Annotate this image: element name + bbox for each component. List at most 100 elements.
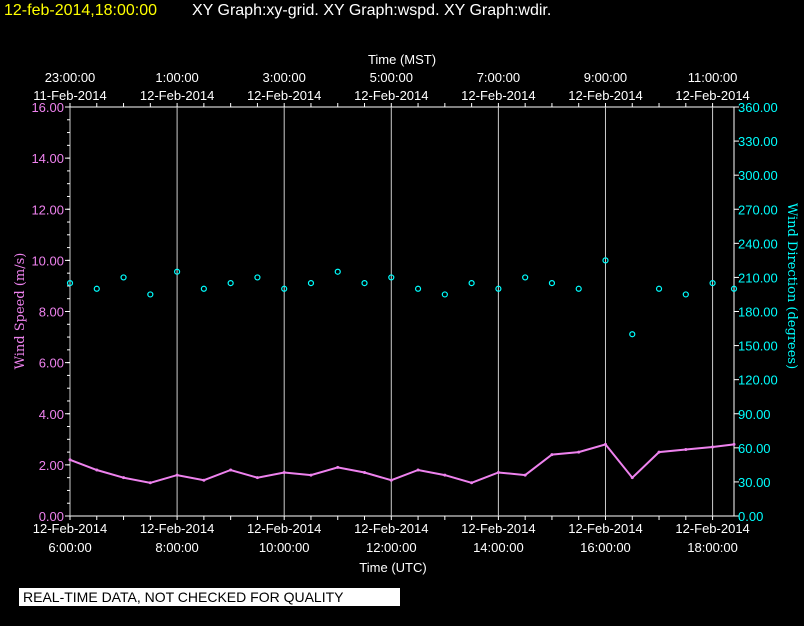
wind-speed-point (711, 445, 715, 449)
top-tick-time: 3:00:00 (263, 70, 306, 85)
top-tick-time: 23:00:00 (45, 70, 96, 85)
plot-frame (69, 106, 735, 517)
y-right-tick-label: 90.00 (738, 407, 771, 422)
wind-speed-point (443, 473, 447, 477)
y-right-tick-label: 150.00 (738, 339, 778, 354)
y-left-tick-label: 16.00 (31, 100, 64, 115)
wind-direction-point (200, 285, 207, 292)
bottom-tick-time: 6:00:00 (48, 540, 91, 555)
wind-direction-point (682, 291, 689, 298)
wind-speed-point (523, 473, 527, 477)
top-tick-date: 11-Feb-2014 (33, 88, 106, 103)
top-tick-date: 12-Feb-2014 (140, 88, 214, 103)
left-axis-title: Wind Speed (m/s) (13, 253, 28, 370)
top-tick-time: 5:00:00 (370, 70, 413, 85)
wind-speed-point (363, 471, 367, 475)
y-right-tick-label: 360.00 (738, 100, 778, 115)
wind-speed-point (175, 473, 179, 477)
wind-direction-point (66, 279, 74, 287)
wind-direction-point (575, 285, 582, 292)
bottom-tick-date: 12-Feb-2014 (568, 521, 642, 536)
y-left-tick-label: 2.00 (39, 458, 64, 473)
y-right-tick-label: 330.00 (738, 134, 778, 149)
y-right-tick-label: 0.00 (738, 509, 763, 524)
wind-direction-point (414, 285, 422, 292)
y-right-tick-label: 120.00 (738, 373, 778, 388)
wind-speed-point (122, 476, 126, 480)
top-tick-date: 12-Feb-2014 (354, 88, 428, 103)
wind-speed-point (496, 471, 500, 475)
top-axis-title: Time (MST) (368, 52, 436, 67)
quality-disclaimer: REAL-TIME DATA, NOT CHECKED FOR QUALITY (19, 588, 400, 606)
bottom-tick-time: 18:00:00 (687, 540, 738, 555)
y-left-tick-label: 8.00 (39, 305, 64, 320)
wind-speed-point (282, 471, 286, 475)
y-left-tick-label: 6.00 (39, 356, 64, 371)
header-graph-names: XY Graph:xy-grid. XY Graph:wspd. XY Grap… (192, 2, 552, 19)
top-tick-date: 12-Feb-2014 (675, 88, 749, 103)
right-axis-title: Wind Direction (degrees) (784, 203, 799, 369)
top-tick-date: 12-Feb-2014 (568, 88, 642, 103)
wind-speed-point (148, 481, 152, 485)
y-right-tick-label: 240.00 (738, 236, 778, 251)
top-tick-time: 1:00:00 (155, 70, 198, 85)
wind-direction-point (548, 279, 556, 287)
wind-speed-point (336, 465, 340, 469)
bottom-tick-date: 12-Feb-2014 (675, 521, 749, 536)
bottom-tick-time: 10:00:00 (259, 540, 310, 555)
y-left-tick-label: 0.00 (39, 509, 64, 524)
wind-speed-point (229, 468, 233, 472)
wind-speed-point (202, 478, 206, 482)
header-timestamp: 12-feb-2014,18:00:00 (4, 2, 158, 19)
y-left-tick-label: 12.00 (31, 202, 64, 217)
y-left-tick-label: 4.00 (39, 407, 64, 422)
bottom-tick-date: 12-Feb-2014 (354, 521, 428, 536)
wind-direction-point (93, 285, 100, 292)
bottom-tick-date: 12-Feb-2014 (461, 521, 535, 536)
wind-direction-point (361, 279, 368, 287)
top-tick-date: 12-Feb-2014 (247, 88, 321, 103)
wind-speed-point (732, 442, 736, 446)
wind-direction-point (388, 274, 395, 281)
wind-direction-point (254, 274, 261, 281)
y-right-tick-label: 60.00 (738, 441, 771, 456)
wind-direction-point (495, 285, 502, 292)
wind-direction-point (730, 285, 738, 292)
wind-direction-point (227, 279, 234, 287)
y-right-tick-label: 300.00 (738, 168, 778, 183)
y-right-tick-label: 210.00 (738, 270, 778, 285)
wind-direction-point (307, 279, 315, 287)
wind-direction-point (120, 274, 127, 281)
bottom-tick-time: 12:00:00 (366, 540, 417, 555)
wind-speed-point (550, 453, 554, 457)
y-left-tick-label: 10.00 (31, 253, 64, 268)
wind-speed-point (389, 478, 393, 482)
wind-direction-point (441, 291, 448, 298)
y-right-tick-label: 30.00 (738, 475, 771, 490)
y-right-tick-label: 270.00 (738, 202, 778, 217)
wind-speed-point (603, 442, 607, 446)
wind-direction-point (709, 279, 716, 287)
wind-direction-point (147, 291, 154, 298)
bottom-axis-title: Time (UTC) (359, 560, 426, 575)
bottom-tick-date: 12-Feb-2014 (140, 521, 214, 536)
wind-speed-point (577, 450, 581, 454)
wind-direction-point (281, 285, 288, 292)
bottom-tick-time: 16:00:00 (580, 540, 631, 555)
wind-speed-point (255, 476, 259, 480)
wind-speed-point (470, 481, 474, 485)
wind-speed-point (416, 468, 420, 472)
wind-speed-line (69, 443, 735, 484)
wind-speed-point (684, 448, 688, 452)
wind-speed-point (309, 473, 313, 477)
bottom-tick-time: 8:00:00 (155, 540, 198, 555)
y-right-tick-label: 180.00 (738, 305, 778, 320)
wind-speed-point (95, 468, 99, 472)
wind-direction-point (468, 279, 475, 287)
bottom-tick-date: 12-Feb-2014 (33, 521, 107, 536)
top-tick-time: 9:00:00 (584, 70, 627, 85)
wind-speed-point (68, 458, 72, 462)
y-left-tick-label: 14.00 (31, 151, 64, 166)
wind-direction-point (334, 268, 341, 275)
wind-speed-point (630, 476, 634, 480)
